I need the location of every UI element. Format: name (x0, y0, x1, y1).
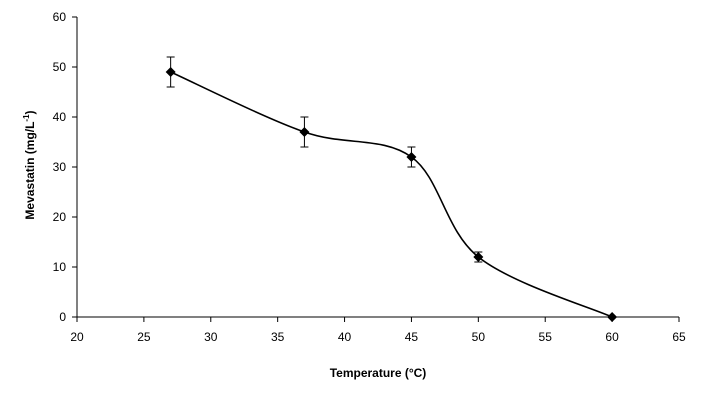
y-axis-title-close: ) (23, 110, 37, 114)
x-tick-label: 30 (204, 330, 218, 344)
x-tick-label: 35 (271, 330, 285, 344)
x-tick-label: 20 (70, 330, 84, 344)
axes (76, 17, 679, 318)
data-point (406, 152, 417, 162)
x-axis-title: Temperature (°C) (330, 366, 427, 380)
y-axis-title-main: Mevastatin (mg/L (23, 122, 37, 220)
y-tick-label: 40 (53, 110, 67, 124)
y-tick-label: 60 (53, 10, 67, 24)
series-line (170, 71, 613, 318)
y-tick-label: 10 (53, 260, 67, 274)
data-point (165, 67, 176, 77)
data-point (607, 312, 618, 322)
y-tick-label: 50 (53, 60, 67, 74)
y-tick-label: 30 (53, 160, 67, 174)
y-tick-label: 20 (53, 210, 67, 224)
x-tick-label: 65 (672, 330, 686, 344)
x-tick-label: 25 (137, 330, 151, 344)
y-tick-label: 0 (59, 310, 66, 324)
x-tick-label: 45 (405, 330, 419, 344)
plot-area (165, 56, 618, 322)
data-point (473, 252, 484, 262)
data-point (299, 127, 310, 137)
x-tick-label: 40 (338, 330, 352, 344)
x-axis-ticks: 20 25 30 35 40 45 50 55 60 65 (70, 317, 686, 344)
y-axis-title-superscript: -1 (22, 114, 31, 122)
x-tick-label: 50 (472, 330, 486, 344)
y-axis-ticks: 0 10 20 30 40 50 60 (53, 10, 77, 324)
y-axis-title: Mevastatin (mg/L-1) (22, 110, 37, 219)
x-tick-label: 55 (539, 330, 553, 344)
x-tick-label: 60 (605, 330, 619, 344)
